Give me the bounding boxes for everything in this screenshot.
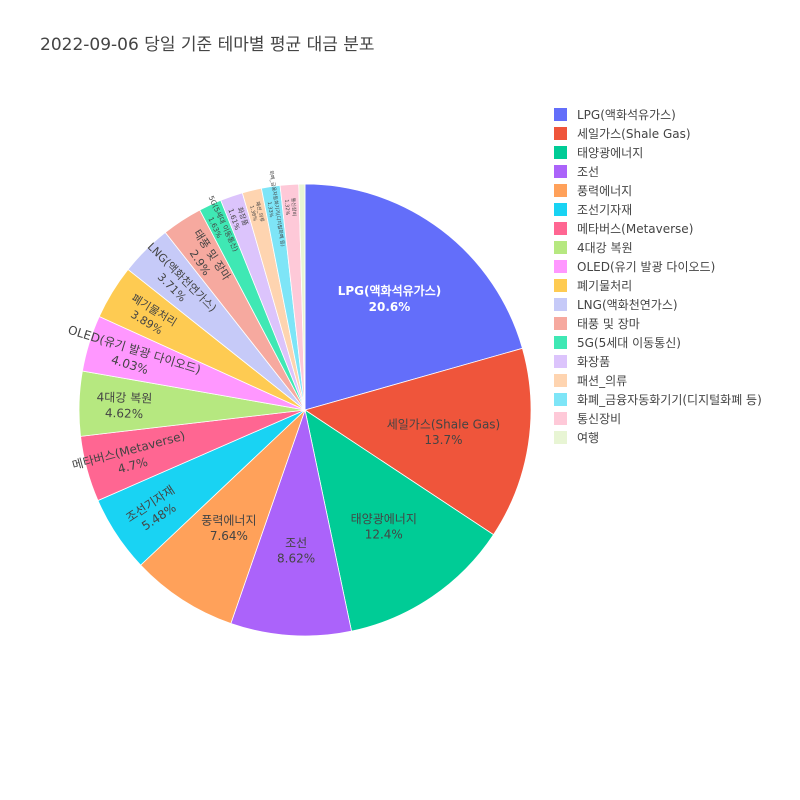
legend-item-13[interactable]: 화장품 (554, 352, 762, 371)
legend-swatch (554, 393, 567, 406)
slice-label-percent: 7.64% (210, 529, 248, 543)
legend-item-14[interactable]: 패션_의류 (554, 371, 762, 390)
legend-item-11[interactable]: 태풍 및 장마 (554, 314, 762, 333)
legend-swatch (554, 298, 567, 311)
pie-slice-1[interactable] (304, 347, 532, 536)
slice-label-7: 4대강 복원4.62% (96, 390, 152, 421)
legend-label: 태양광에너지 (577, 146, 644, 160)
slice-label-percent: 12.4% (365, 527, 403, 541)
legend-item-3[interactable]: 조선 (554, 162, 762, 181)
slice-label-percent: 1.32% (283, 199, 290, 216)
legend-item-8[interactable]: OLED(유기 발광 다이오드) (554, 257, 762, 276)
legend-label: LPG(액화석유가스) (577, 108, 676, 122)
legend-swatch (554, 260, 567, 273)
legend-swatch (554, 355, 567, 368)
legend-swatch (554, 184, 567, 197)
legend-label: 폐기물처리 (577, 279, 633, 293)
legend-swatch (554, 222, 567, 235)
legend-swatch (554, 203, 567, 216)
legend-item-15[interactable]: 화폐_금융자동화기기(디지털화폐 등) (554, 390, 762, 409)
legend-swatch (554, 108, 567, 121)
slice-label-name: 태양광에너지 (351, 512, 417, 526)
slice-label-percent: 8.62% (277, 551, 315, 565)
slice-label-0: LPG(액화석유가스) 20.6% (338, 283, 442, 314)
legend-item-10[interactable]: LNG(액화천연가스) (554, 295, 762, 314)
slice-label-percent: 1.33% (266, 201, 274, 218)
legend-item-9[interactable]: 폐기물처리 (554, 276, 762, 295)
pie-slices (78, 183, 532, 637)
pie-slice-4[interactable] (140, 409, 306, 624)
legend-label: 메타버스(Metaverse) (577, 222, 694, 236)
legend-item-7[interactable]: 4대강 복원 (554, 238, 762, 257)
slice-label-name: LPG(액화석유가스) (338, 283, 442, 298)
pie-slice-0[interactable] (304, 183, 523, 411)
legend-label: 5G(5세대 이동통신) (577, 336, 681, 350)
slice-label-percent: 4.62% (105, 406, 144, 421)
legend-item-0[interactable]: LPG(액화석유가스) (554, 105, 762, 124)
slice-label-name: 조선 (285, 536, 307, 550)
legend-item-6[interactable]: 메타버스(Metaverse) (554, 219, 762, 238)
slice-label-percent: 13.7% (424, 433, 462, 447)
legend-label: 태풍 및 장마 (577, 317, 640, 331)
slice-label-1: 세일가스(Shale Gas) 13.7% (387, 417, 501, 447)
slice-label-percent: 1.38% (248, 205, 258, 222)
legend-label: 풍력에너지 (577, 184, 633, 198)
legend-item-16[interactable]: 통신장비 (554, 409, 762, 428)
legend-label: 세일가스(Shale Gas) (577, 127, 691, 141)
legend-swatch (554, 412, 567, 425)
legend-swatch (554, 165, 567, 178)
legend-label: 패션_의류 (577, 374, 628, 388)
legend-swatch (554, 241, 567, 254)
chart-title: 2022-09-06 당일 기준 테마별 평균 대금 분포 (40, 35, 375, 55)
legend-label: 조선기자재 (577, 203, 633, 217)
slice-label-name: 4대강 복원 (96, 390, 152, 406)
pie-slice-2[interactable] (304, 409, 495, 632)
legend-item-2[interactable]: 태양광에너지 (554, 143, 762, 162)
legend-label: 조선 (577, 165, 600, 179)
legend-item-4[interactable]: 풍력에너지 (554, 181, 762, 200)
slice-label-percent: 20.6% (369, 300, 411, 314)
legend-label: LNG(액화천연가스) (577, 298, 678, 312)
legend-swatch (554, 146, 567, 159)
legend-swatch (554, 431, 567, 444)
legend-swatch (554, 336, 567, 349)
pie-slice-17[interactable] (298, 183, 306, 411)
legend-swatch (554, 127, 567, 140)
legend-item-1[interactable]: 세일가스(Shale Gas) (554, 124, 762, 143)
legend-swatch (554, 374, 567, 387)
legend-item-17[interactable]: 여행 (554, 428, 762, 447)
slice-label-14: 패션_의류1.38% (248, 201, 266, 223)
slice-label-name: 통신장비 (290, 197, 298, 216)
legend-item-5[interactable]: 조선기자재 (554, 200, 762, 219)
legend-label: OLED(유기 발광 다이오드) (577, 260, 716, 274)
slice-label-3: 조선8.62% (277, 536, 315, 566)
legend-label: 여행 (577, 431, 600, 445)
pie-slice-3[interactable] (230, 408, 352, 637)
legend-label: 4대강 복원 (577, 241, 633, 255)
legend-swatch (554, 317, 567, 330)
legend-swatch (554, 279, 567, 292)
legend-label: 화폐_금융자동화기기(디지털화폐 등) (577, 393, 762, 407)
legend-label: 화장품 (577, 355, 611, 369)
legend-item-12[interactable]: 5G(5세대 이동통신) (554, 333, 762, 352)
slice-label-name: 풍력에너지 (201, 514, 256, 528)
slice-label-name: 세일가스(Shale Gas) (387, 417, 501, 431)
slice-label-name: 패션_의류 (254, 201, 266, 223)
legend-label: 통신장비 (577, 412, 622, 426)
